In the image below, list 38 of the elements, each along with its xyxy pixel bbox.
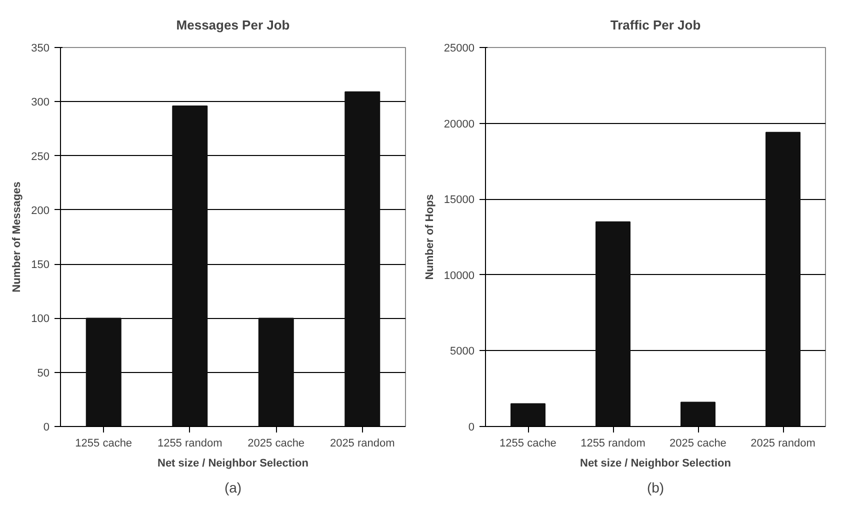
y-tick-label: 10000	[444, 270, 475, 282]
x-axis-title: Net size / Neighbor Selection	[158, 458, 309, 470]
bar	[766, 132, 800, 426]
text: (a)	[224, 480, 242, 496]
y-tick-label: 300	[31, 96, 50, 109]
x-tick-label: 1255 cache	[75, 438, 132, 450]
bar	[510, 403, 546, 426]
x-tick-label: 1255 cache	[500, 438, 556, 450]
x-tick-label: 1255 random	[157, 438, 222, 450]
x-tick-label: 2025 cache	[248, 438, 305, 450]
y-axis-title: Number of Hops	[424, 194, 436, 280]
y-tick-label: 100	[31, 313, 50, 326]
y-tick-label: 0	[43, 422, 50, 434]
y-tick-label: 0	[468, 422, 475, 434]
x-tick-label: 2025 random	[750, 438, 816, 450]
y-tick-label: 250	[31, 150, 50, 163]
text: (b)	[646, 480, 664, 496]
y-tick-label: 20000	[444, 118, 475, 130]
y-tick-label: 5000	[450, 346, 475, 358]
y-tick-label: 150	[31, 259, 50, 272]
bar	[172, 105, 208, 426]
bar	[596, 221, 630, 426]
bar	[86, 318, 122, 426]
bar	[344, 91, 380, 426]
x-tick-label: 2025 cache	[670, 438, 726, 450]
x-tick-label: 2025 random	[330, 438, 395, 450]
bar	[680, 402, 716, 426]
y-tick-label: 350	[31, 42, 50, 54]
y-axis-title: Number of Messages	[11, 182, 24, 292]
bar	[258, 318, 294, 426]
y-tick-label: 25000	[444, 42, 475, 54]
chart-title: Traffic Per Job	[610, 18, 701, 32]
chart-title: Messages Per Job	[176, 18, 290, 32]
y-tick-label: 15000	[444, 194, 475, 206]
y-tick-label: 200	[31, 204, 50, 217]
x-tick-label: 1255 random	[580, 438, 646, 450]
y-tick-label: 50	[37, 367, 50, 380]
x-axis-title: Net size / Neighbor Selection	[580, 458, 732, 470]
